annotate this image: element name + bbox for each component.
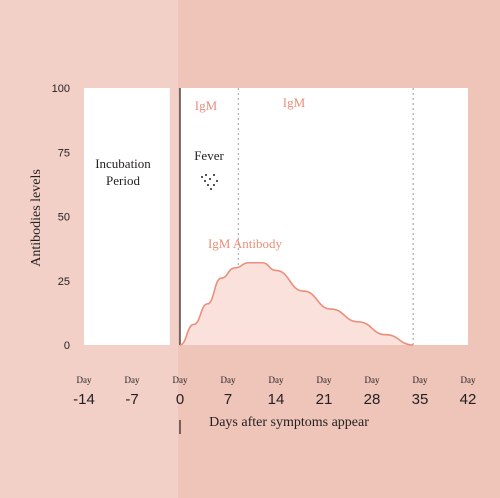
y-tick-label: 50 [58, 212, 70, 224]
x-tick-label: 28 [364, 391, 381, 408]
y-axis-label: Antibodies levels [29, 169, 44, 267]
x-tick-label: -7 [125, 391, 138, 408]
x-tick-prefix: Day [365, 375, 380, 385]
x-tick-label: 7 [224, 391, 232, 408]
x-tick-prefix: Day [173, 375, 188, 385]
region-label-igm-2: IgM [283, 95, 306, 110]
x-tick-prefix: Day [317, 375, 332, 385]
incubation-label-line2: Period [106, 173, 140, 188]
x-tick-prefix: Day [461, 375, 476, 385]
x-tick-label: -14 [73, 391, 95, 408]
x-tick-label: 0 [176, 391, 184, 408]
series-label-igm-antibody: IgM Antibody [208, 236, 283, 251]
region-label-igm-1: IgM [195, 98, 218, 113]
x-tick-label: 21 [316, 391, 333, 408]
fever-label: Fever [194, 148, 224, 163]
x-tick-label: 42 [460, 391, 477, 408]
y-tick-label: 100 [52, 83, 70, 95]
incubation-label-line1: Incubation [95, 156, 151, 171]
y-tick-label: 75 [58, 147, 70, 159]
fever-icon [201, 174, 218, 190]
x-tick-prefix: Day [413, 375, 428, 385]
incubation-panel [84, 88, 170, 345]
x-tick-prefix: Day [125, 375, 140, 385]
x-tick-label: 14 [268, 391, 285, 408]
x-tick-prefix: Day [269, 375, 284, 385]
x-tick-prefix: Day [77, 375, 92, 385]
x-tick-prefix: Day [221, 375, 236, 385]
x-tick-label: 35 [412, 391, 429, 408]
series-area-0 [180, 262, 414, 345]
y-tick-label: 0 [64, 340, 70, 352]
x-axis-label: Days after symptoms appear [209, 415, 369, 430]
y-tick-label: 25 [58, 276, 70, 288]
